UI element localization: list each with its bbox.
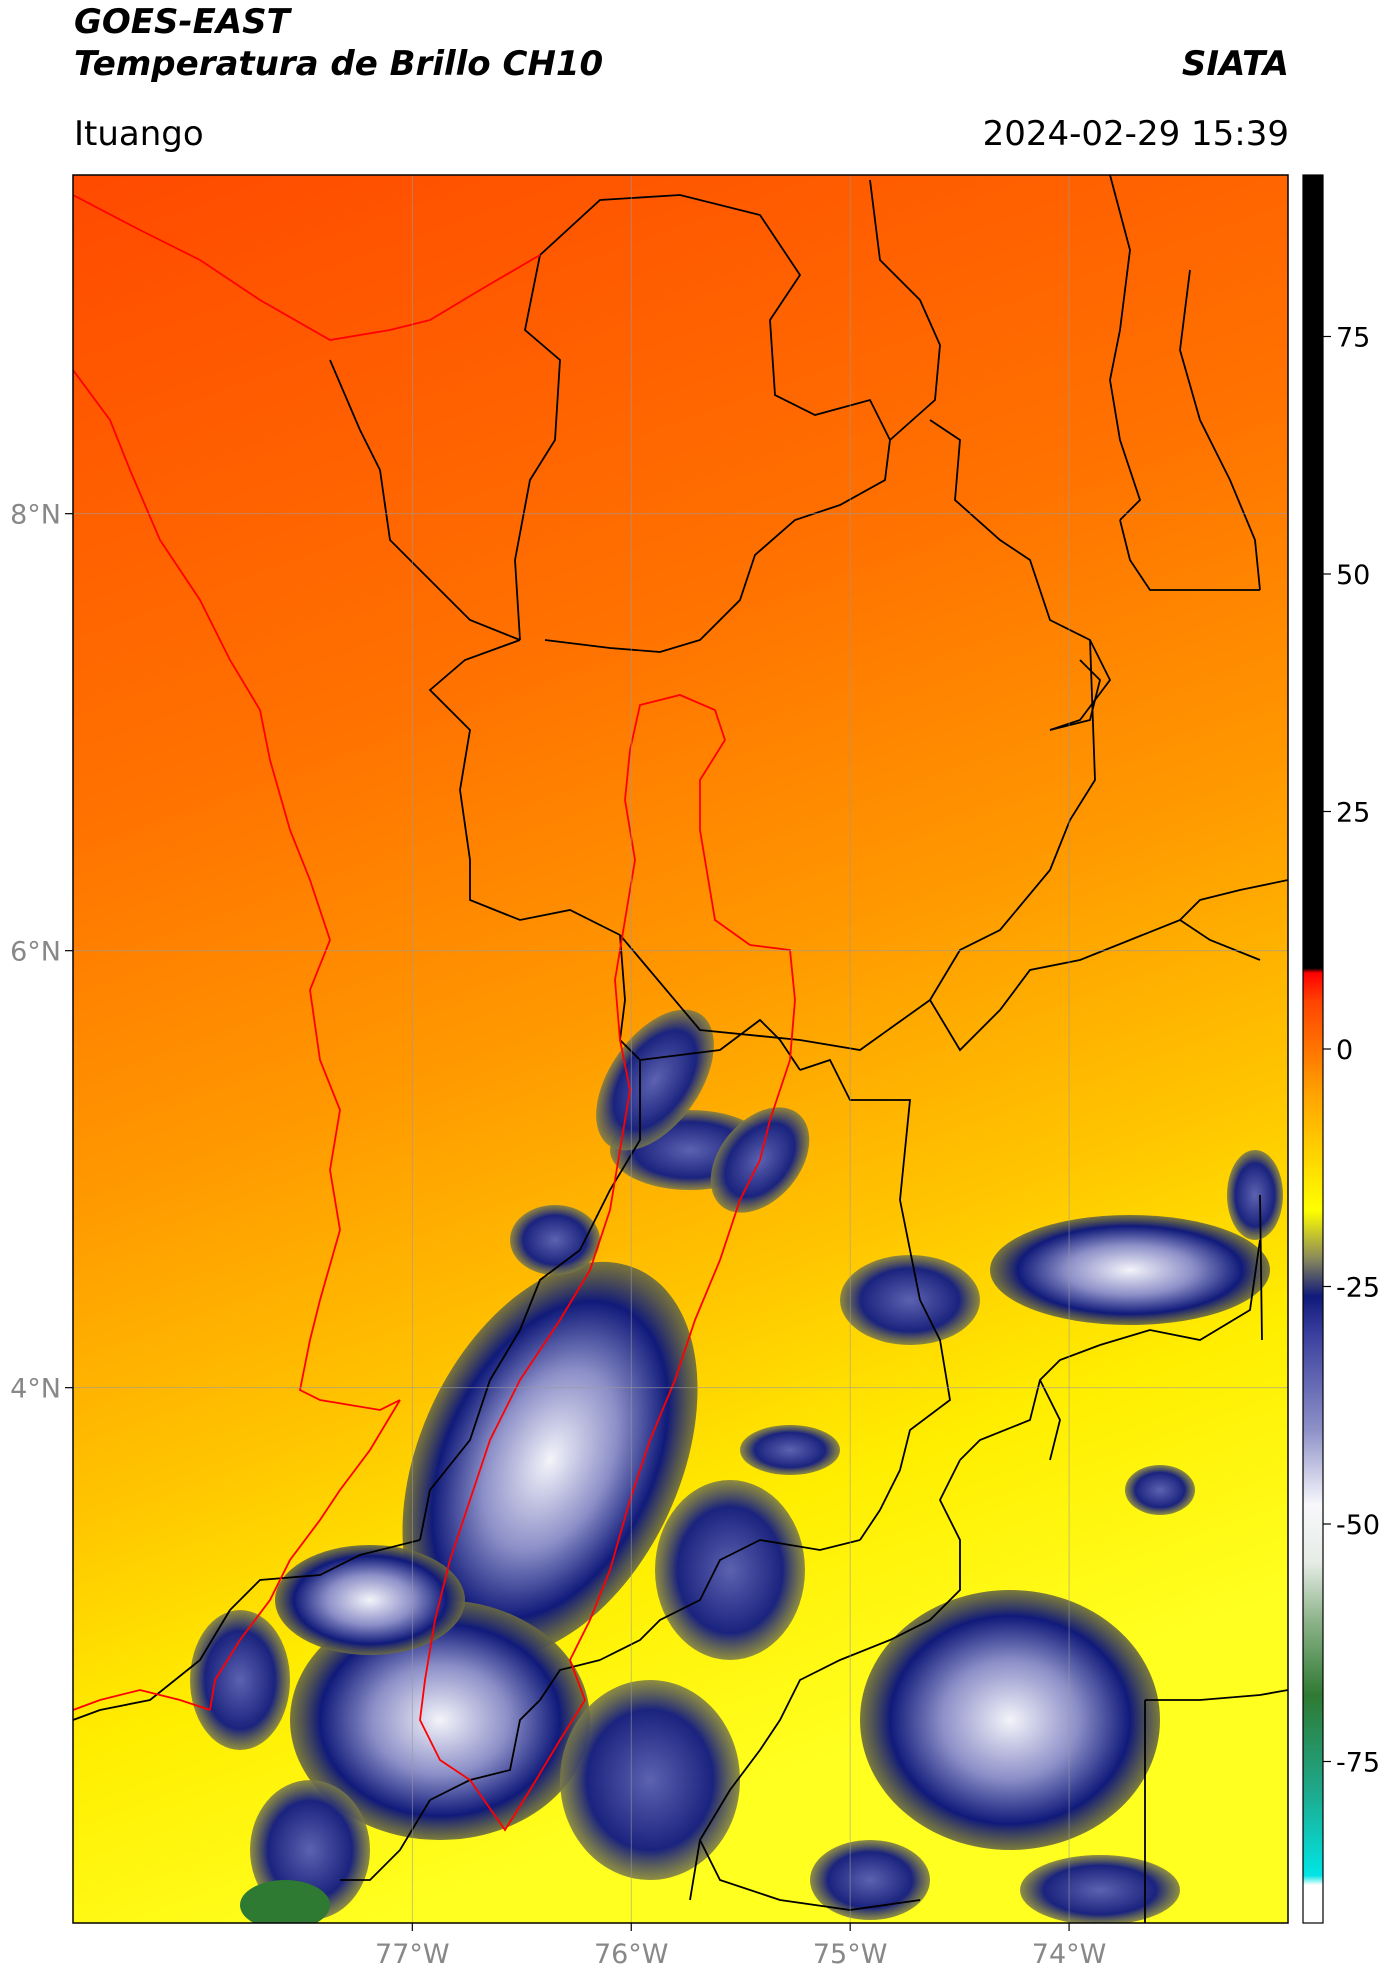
cloud-field <box>190 1009 1283 1923</box>
colorbar-tick-label: -50 <box>1336 1510 1380 1541</box>
colorbar-ticks: 75 50 25 0 -25 -50 -75 <box>1323 323 1380 1779</box>
department-boundaries <box>73 175 1288 1923</box>
coastline <box>73 194 541 1711</box>
product-title: Temperatura de Brillo CH10 <box>74 44 604 84</box>
colorbar: 75 50 25 0 -25 -50 -75 <box>1302 174 1380 1924</box>
basin-outline <box>419 694 796 1832</box>
region-label: Ituango <box>74 114 204 154</box>
lon-tick-label: 75°W <box>813 1939 888 1970</box>
lon-tick-label: 74°W <box>1032 1939 1107 1970</box>
lon-tick-label: 76°W <box>594 1939 669 1970</box>
timestamp-label: 2024-02-29 15:39 <box>982 114 1289 154</box>
colorbar-tick-label: 25 <box>1336 798 1370 829</box>
lat-tick-label: 8°N <box>10 500 61 531</box>
colorbar-tick-label: 50 <box>1336 560 1370 591</box>
lat-tick-label: 6°N <box>10 937 61 968</box>
colorbar-tick-label: 75 <box>1336 323 1370 354</box>
lon-tick-label: 77°W <box>375 1939 450 1970</box>
lat-tick-label: 4°N <box>10 1374 61 1405</box>
latitude-axis: 8°N 6°N 4°N <box>10 500 73 1405</box>
map-grid <box>73 175 1288 1923</box>
colorbar-bar <box>1302 174 1324 1924</box>
colorbar-tick-label: -75 <box>1336 1748 1380 1779</box>
brand-label: SIATA <box>1181 44 1289 84</box>
colorbar-tick-label: 0 <box>1336 1035 1353 1066</box>
longitude-axis: 77°W 76°W 75°W 74°W <box>375 1923 1106 1970</box>
satellite-title: GOES-EAST <box>74 2 290 42</box>
map-panel <box>73 175 1288 1923</box>
map-frame <box>72 174 1289 1924</box>
colorbar-tick-label: -25 <box>1336 1273 1380 1304</box>
